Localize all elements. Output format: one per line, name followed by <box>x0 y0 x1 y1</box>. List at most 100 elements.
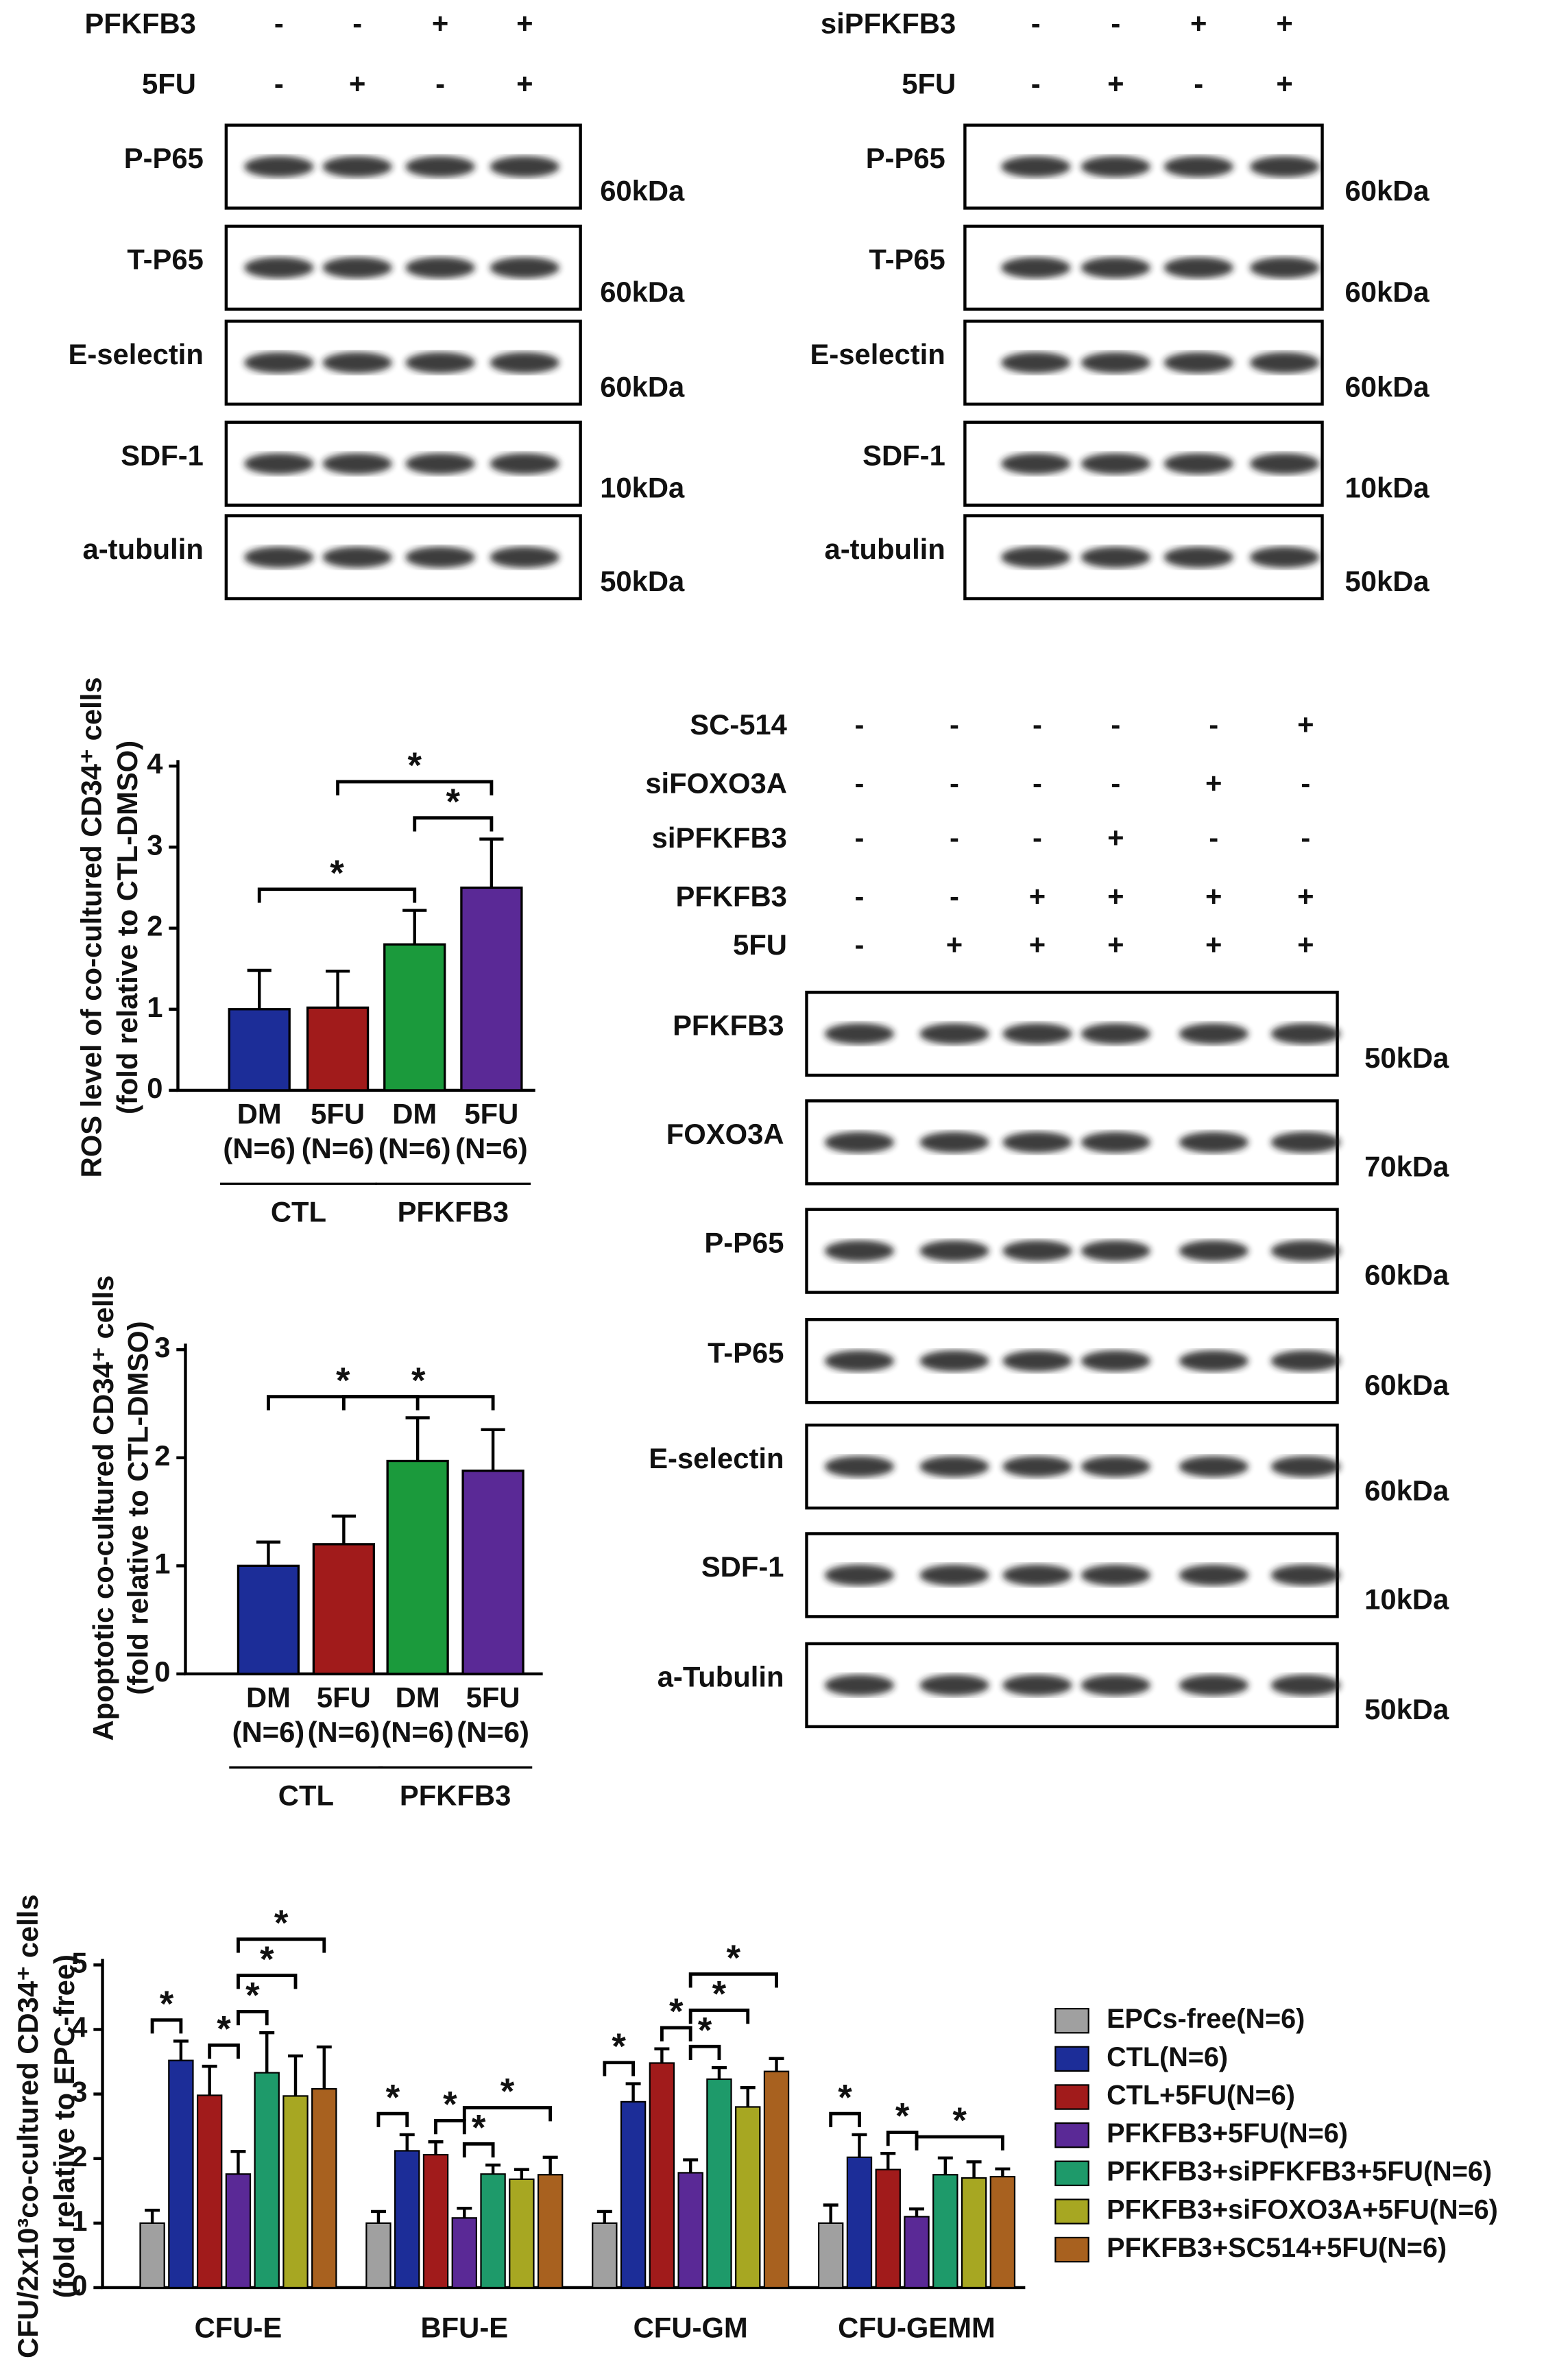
group-label: PFKFB3 <box>398 1195 509 1228</box>
blot-band <box>919 1675 989 1696</box>
error-bar <box>852 2133 867 2157</box>
blot-band <box>919 1564 989 1586</box>
blot-size-label: 60kDa <box>1364 1474 1449 1507</box>
blot-band <box>405 547 475 568</box>
significance-bracket <box>688 1972 778 1988</box>
blot-band <box>322 352 392 374</box>
significance-bracket <box>376 2111 409 2127</box>
condition-sign: - <box>435 67 445 99</box>
condition-label: 5FU <box>733 929 787 961</box>
x-tick-label: 5FU <box>311 1097 365 1129</box>
condition-label: 5FU <box>902 67 956 99</box>
blot-band <box>490 352 559 374</box>
error-bar <box>966 2160 982 2178</box>
condition-sign: + <box>1107 929 1124 961</box>
blot-band <box>1001 352 1071 374</box>
condition-sign: - <box>854 767 864 800</box>
blot-band <box>244 453 314 475</box>
condition-sign: + <box>1297 708 1314 741</box>
sample-size-label: (N=6) <box>381 1716 454 1748</box>
condition-sign: - <box>950 708 959 741</box>
condition-sign: + <box>1107 67 1124 99</box>
blot-band <box>1179 1675 1249 1696</box>
y-tick-label: 0 <box>71 2269 87 2301</box>
error-bar <box>230 2150 246 2175</box>
bar <box>706 2078 732 2289</box>
significance-label: * <box>895 2096 910 2137</box>
error-bar <box>145 2208 160 2223</box>
condition-sign: - <box>1301 822 1310 854</box>
bar <box>196 2094 223 2289</box>
error-bar <box>909 2207 925 2217</box>
condition-sign: - <box>1031 67 1041 99</box>
blot-row-label: SDF-1 <box>701 1550 784 1583</box>
blot-row-label: T-P65 <box>869 243 945 276</box>
blot-band <box>1002 1675 1072 1696</box>
bar <box>365 2222 391 2289</box>
y-axis-label: ROS level of co-cultured CD34⁺ cells <box>75 677 107 1177</box>
blot-band <box>490 256 559 278</box>
blot-band <box>1163 547 1233 568</box>
blot-band <box>1270 1675 1340 1696</box>
error-bar <box>740 2085 756 2107</box>
blot-band <box>1081 453 1150 475</box>
y-tick-label: 4 <box>147 747 162 780</box>
blot-band <box>1002 1456 1072 1477</box>
bar <box>592 2222 618 2289</box>
significance-bracket <box>829 2111 861 2127</box>
bar <box>537 2174 564 2289</box>
significance-bracket <box>660 2026 692 2041</box>
error-bar <box>288 2054 304 2096</box>
x-tick-label: DM <box>392 1097 437 1129</box>
error-bar <box>331 1514 356 1544</box>
error-bar <box>405 1416 430 1461</box>
sample-size-label: (N=6) <box>455 1132 528 1164</box>
blot-band <box>1001 256 1071 278</box>
blot-size-label: 60kDa <box>1364 1369 1449 1401</box>
x-tick-label: BFU-E <box>420 2312 508 2344</box>
condition-sign: + <box>1276 67 1292 99</box>
y-tick-label: 5 <box>71 1946 87 1978</box>
bar <box>225 2173 252 2289</box>
sample-size-label: (N=6) <box>302 1132 374 1164</box>
blot-band <box>1179 1131 1249 1153</box>
blot-size-label: 10kDa <box>600 472 685 504</box>
blot-size-label: 50kDa <box>600 565 685 597</box>
blot-band <box>824 1675 895 1696</box>
blot-band <box>824 1564 895 1586</box>
blot-size-label: 60kDa <box>1345 276 1430 308</box>
y-axis-label: (fold relative to EPC-free) <box>48 1954 80 2298</box>
blot-size-label: 10kDa <box>1364 1583 1449 1615</box>
condition-sign: - <box>352 7 362 39</box>
condition-sign: - <box>1194 67 1203 99</box>
blot-row-label: T-P65 <box>708 1337 784 1369</box>
blot-band <box>1250 352 1320 374</box>
significance-bracket <box>237 1974 298 1989</box>
y-tick-label: 1 <box>154 1547 170 1579</box>
blot-band <box>1179 1456 1249 1477</box>
error-bar <box>654 2047 670 2063</box>
blot-band <box>405 352 475 374</box>
y-tick-label: 1 <box>71 2205 87 2237</box>
legend-label: PFKFB3+SC514+5FU(N=6) <box>1107 2233 1447 2263</box>
blot-band <box>322 256 392 278</box>
blot-band <box>824 1456 895 1477</box>
y-tick-label: 0 <box>147 1072 162 1104</box>
blot-band <box>322 547 392 568</box>
significance-bracket <box>150 2018 183 2034</box>
error-bar <box>485 2163 501 2175</box>
legend-label: EPCs-free(N=6) <box>1107 2004 1305 2034</box>
error-bar <box>402 909 427 945</box>
bar <box>817 2222 844 2289</box>
y-tick-label: 4 <box>71 2011 87 2044</box>
condition-label: siFOXO3A <box>645 767 787 800</box>
bar <box>932 2174 958 2289</box>
legend-swatch <box>1054 2236 1089 2263</box>
group-label: CTL <box>271 1195 326 1228</box>
significance-label: * <box>500 2072 515 2112</box>
condition-sign: + <box>1190 7 1207 39</box>
blot-band <box>405 156 475 178</box>
blot-band <box>1163 256 1233 278</box>
